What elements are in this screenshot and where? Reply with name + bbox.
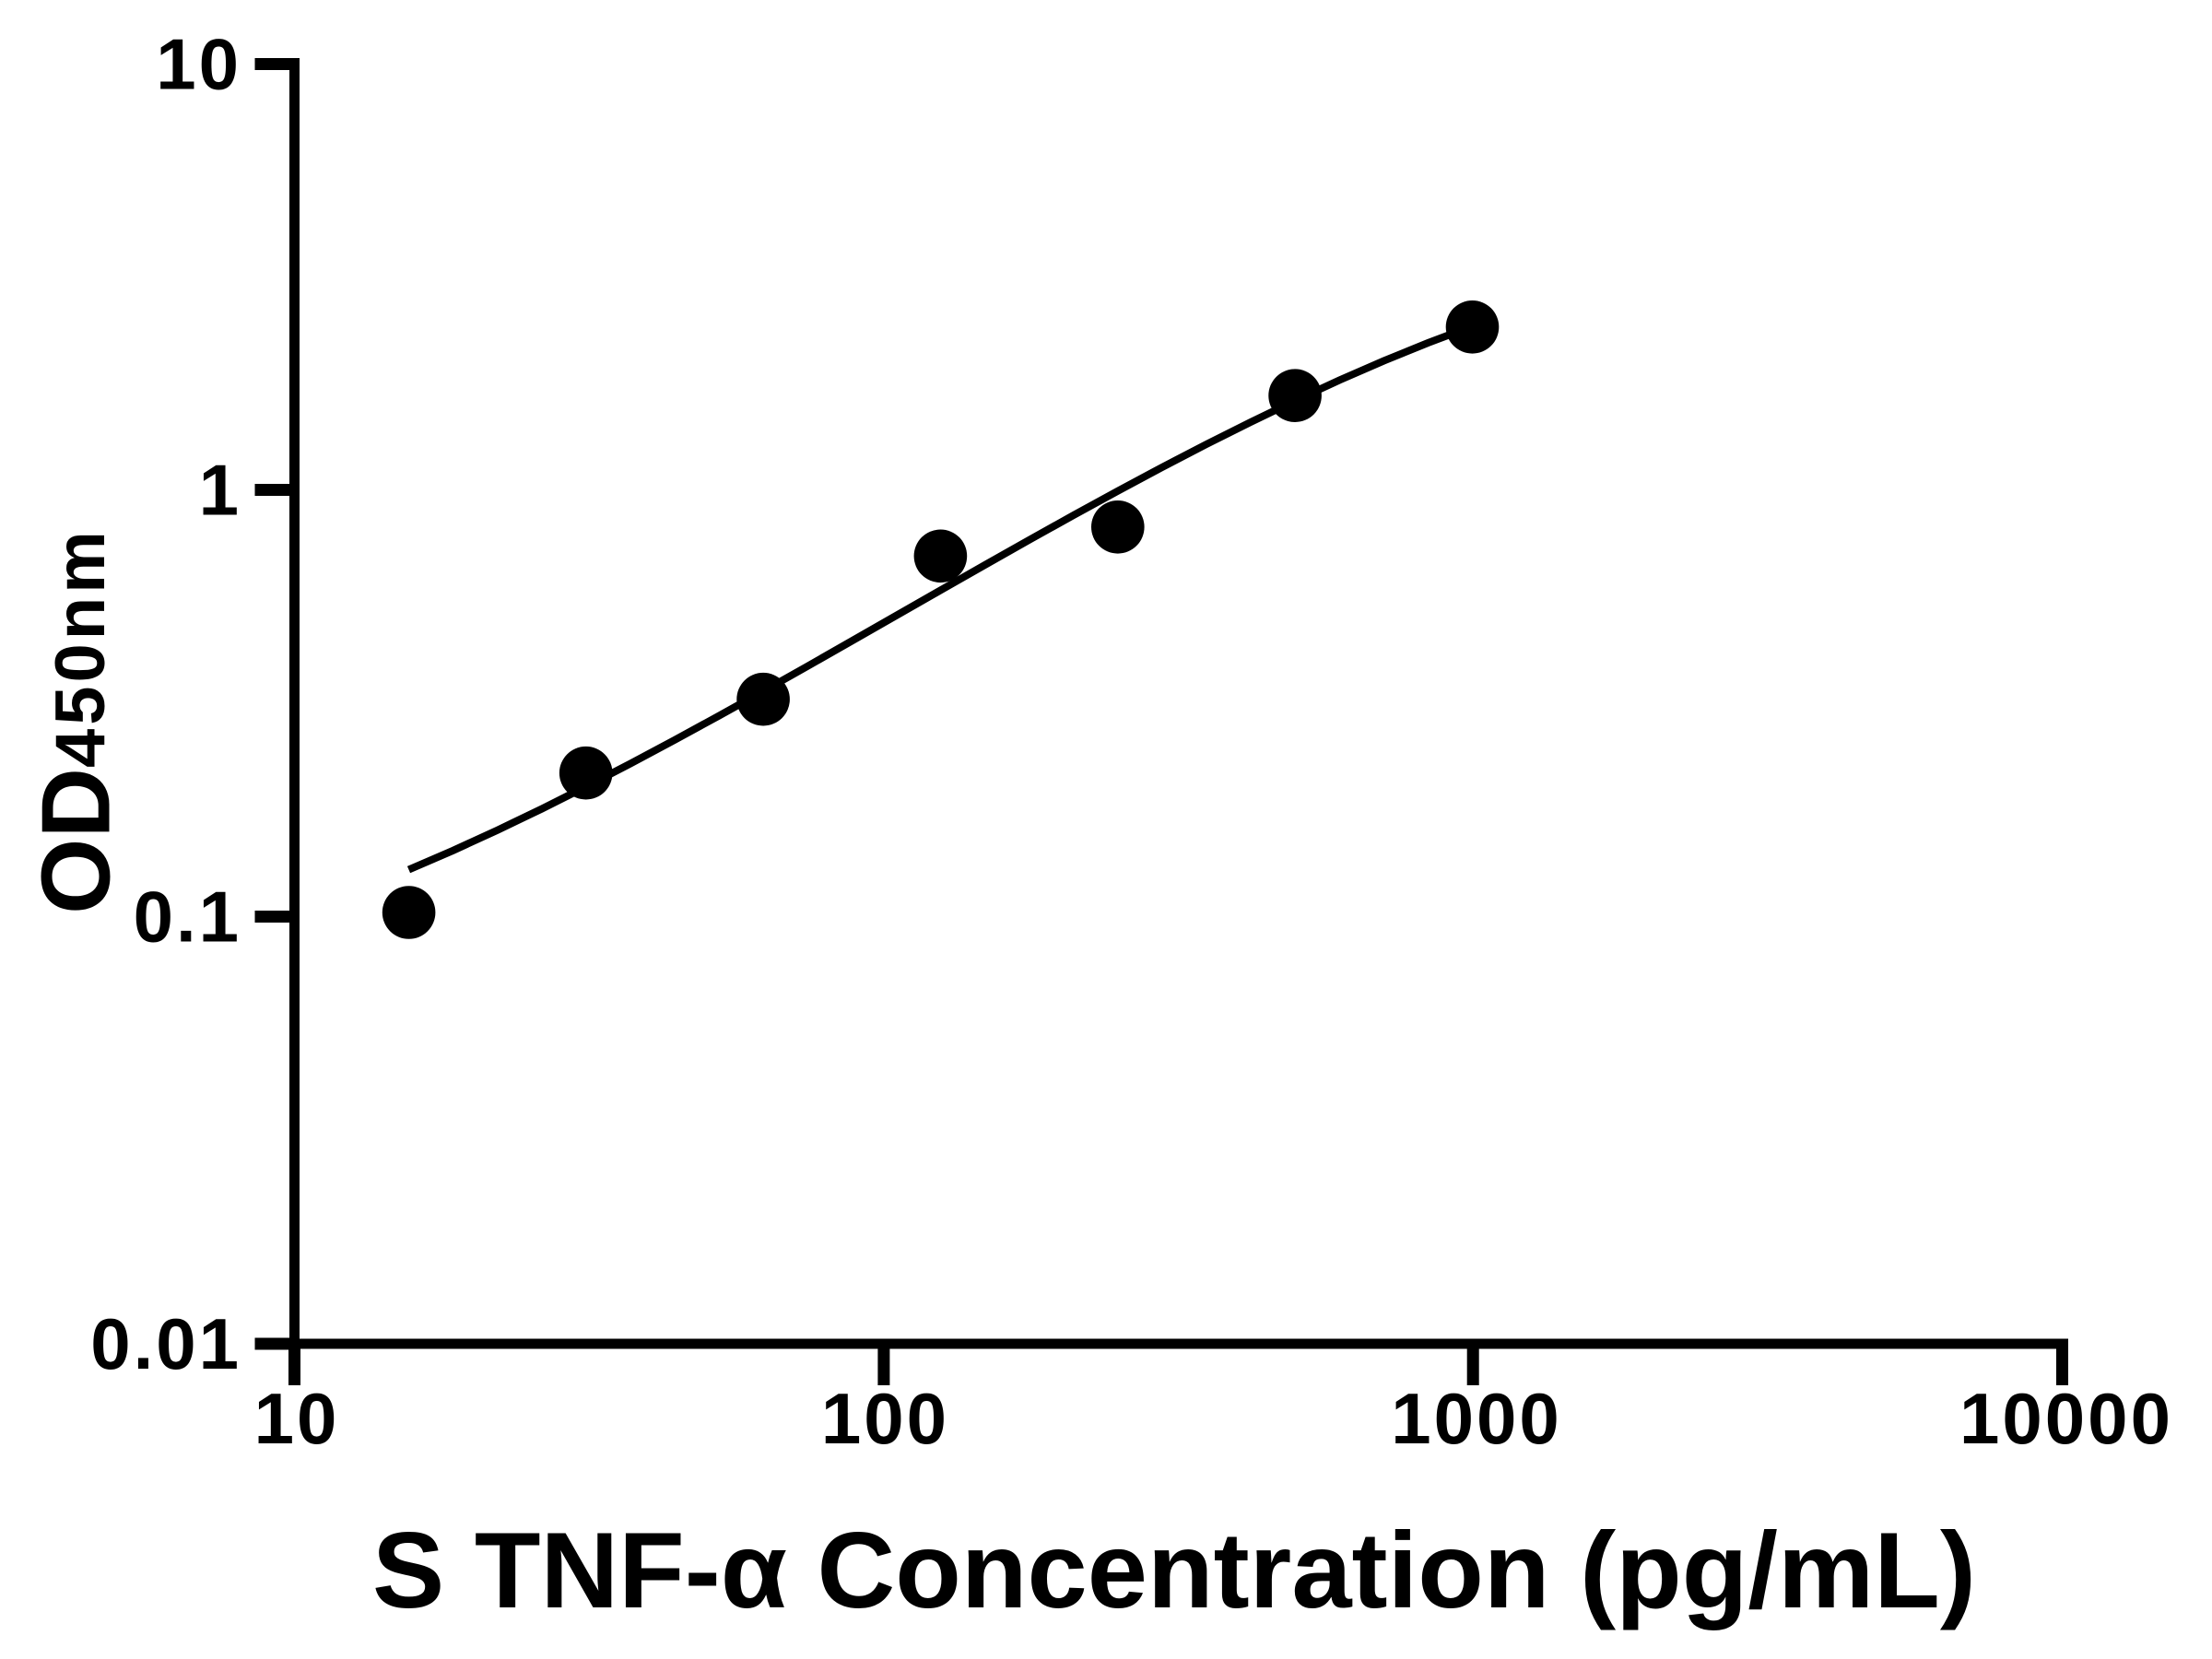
svg-text:0.1: 0.1 — [134, 877, 241, 958]
svg-text:10: 10 — [156, 24, 241, 105]
svg-text:10: 10 — [254, 1378, 340, 1459]
svg-text:1: 1 — [199, 450, 241, 531]
svg-text:0.01: 0.01 — [90, 1303, 241, 1384]
svg-text:100: 100 — [821, 1378, 949, 1459]
svg-text:1000: 1000 — [1391, 1378, 1562, 1459]
svg-text:10000: 10000 — [1959, 1378, 2173, 1459]
svg-text:S TNF-α Concentration (pg/mL): S TNF-α Concentration (pg/mL) — [372, 1510, 1976, 1630]
